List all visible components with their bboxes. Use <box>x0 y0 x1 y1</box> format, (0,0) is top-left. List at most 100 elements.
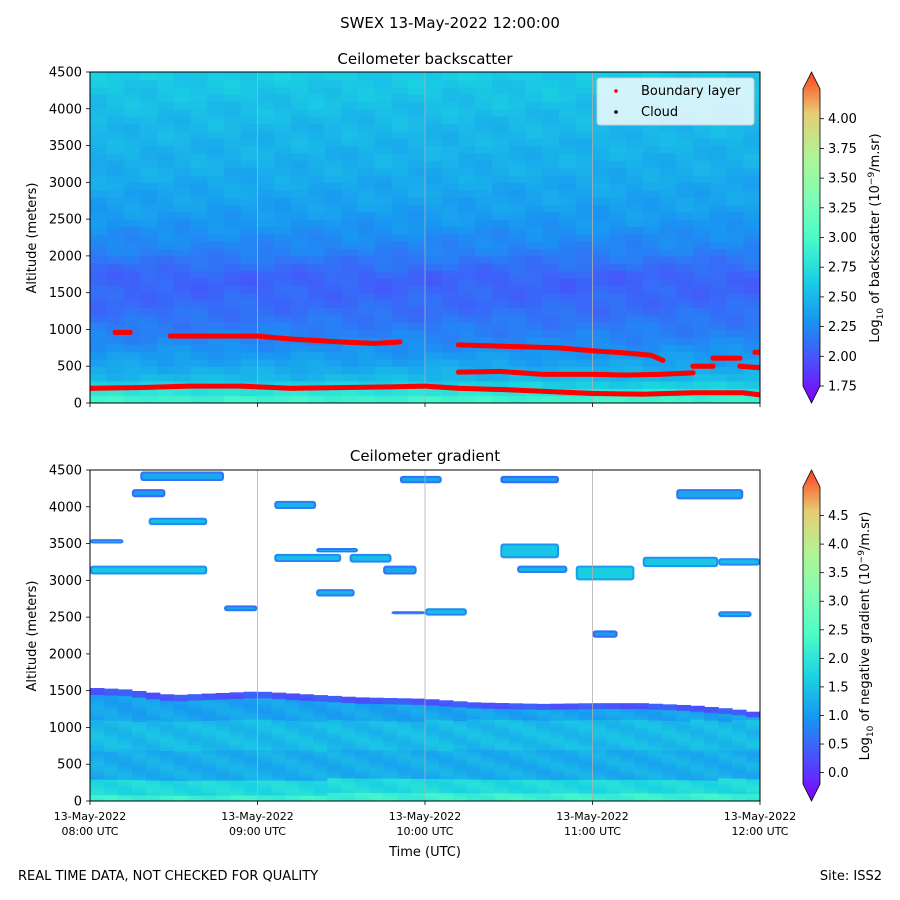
backscatter-cell <box>341 79 359 88</box>
backscatter-cell <box>508 329 527 338</box>
gradient-cell <box>634 703 649 707</box>
gradient-cell <box>341 754 356 759</box>
backscatter-cell <box>659 233 677 242</box>
backscatter-cell <box>458 292 476 301</box>
gradient-cell <box>145 779 161 784</box>
backscatter-cell <box>374 292 393 301</box>
backscatter-cell <box>274 79 292 88</box>
backscatter-cell <box>609 241 627 250</box>
backscatter-cell <box>291 160 309 169</box>
backscatter-cell <box>441 101 460 110</box>
backscatter-cell <box>475 101 493 110</box>
backscatter-cell <box>492 358 510 367</box>
gradient-cell <box>397 735 412 739</box>
gradient-cell <box>103 716 119 721</box>
gradient-cell <box>732 788 747 792</box>
backscatter-cell <box>173 138 192 147</box>
x-tick-date-label: 13-May-2022 <box>724 810 796 823</box>
backscatter-cell <box>291 366 309 375</box>
gradient-cell <box>145 773 161 778</box>
gradient-cell <box>662 709 677 713</box>
gradient-cell <box>564 771 580 775</box>
backscatter-cell <box>609 189 627 198</box>
gradient-cell <box>355 723 370 727</box>
backscatter-cell <box>190 307 208 316</box>
backscatter-cell <box>508 255 527 264</box>
gradient-cell <box>438 733 454 738</box>
gradient-cell <box>131 739 147 744</box>
gradient-cell <box>508 782 524 786</box>
backscatter-cell <box>274 344 292 353</box>
backscatter-cell <box>173 292 192 301</box>
backscatter-cell <box>157 204 175 213</box>
backscatter-cell <box>709 344 728 353</box>
gradient-cell <box>299 771 314 775</box>
backscatter-cell <box>173 160 192 169</box>
gradient-cell <box>215 719 231 724</box>
gradient-cell <box>341 772 356 776</box>
gradient-cell <box>732 735 747 739</box>
backscatter-cell <box>157 270 175 279</box>
gradient-cell <box>620 773 635 778</box>
backscatter-cell <box>157 351 175 360</box>
gradient-cell <box>299 706 314 710</box>
backscatter-cell <box>274 94 292 103</box>
backscatter-cell <box>743 270 760 279</box>
gradient-cell <box>452 773 468 777</box>
backscatter-cell <box>274 285 292 294</box>
backscatter-cell <box>525 138 543 147</box>
gradient-cell <box>285 771 300 775</box>
gradient-cell <box>578 730 594 734</box>
gradient-cell <box>187 783 203 787</box>
gradient-cell <box>536 749 552 754</box>
backscatter-cell <box>358 72 376 80</box>
gradient-cell <box>355 763 370 768</box>
backscatter-cell <box>609 358 627 367</box>
gradient-cell <box>508 711 524 715</box>
gradient-cell <box>578 760 594 764</box>
backscatter-cell <box>291 322 309 331</box>
backscatter-cell <box>207 373 225 382</box>
backscatter-cell <box>224 123 242 132</box>
backscatter-x-axis <box>89 403 761 407</box>
backscatter-cell <box>257 204 275 213</box>
backscatter-cell <box>626 366 644 375</box>
gradient-cell <box>606 703 622 707</box>
gradient-cell <box>732 765 747 769</box>
backscatter-cell <box>207 358 225 367</box>
backscatter-cell <box>307 138 326 147</box>
backscatter-cell <box>659 72 677 80</box>
gradient-cell <box>117 698 133 703</box>
backscatter-cell <box>408 322 426 331</box>
gradient-cell <box>159 750 175 755</box>
gradient-cell <box>704 772 719 776</box>
backscatter-cell <box>726 219 744 228</box>
gradient-cell <box>90 791 105 796</box>
legend-boundary-layer-marker <box>614 89 618 93</box>
gradient-cell <box>690 793 705 797</box>
backscatter-cell <box>173 79 192 88</box>
backscatter-cell <box>90 241 108 250</box>
gradient-cell <box>718 782 733 787</box>
backscatter-cell <box>190 285 208 294</box>
gradient-cell <box>704 769 719 773</box>
backscatter-cell <box>441 138 460 147</box>
gradient-cell <box>173 756 189 761</box>
backscatter-cell <box>709 226 728 235</box>
gradient-cell <box>522 730 538 734</box>
gradient-cell <box>355 766 370 770</box>
backscatter-cell <box>575 86 594 95</box>
backscatter-cell <box>609 174 627 183</box>
backscatter-cell <box>90 182 108 191</box>
backscatter-cell <box>374 108 393 117</box>
gradient-cell <box>592 787 608 791</box>
gradient-cell <box>746 761 760 765</box>
gradient-cell <box>480 716 496 720</box>
gradient-cell <box>341 760 356 764</box>
gradient-cell <box>578 784 594 789</box>
backscatter-cell <box>190 270 208 279</box>
backscatter-cell <box>492 248 510 257</box>
gradient-cell <box>676 739 691 743</box>
backscatter-cell <box>240 174 259 183</box>
gradient-cell <box>648 730 663 735</box>
